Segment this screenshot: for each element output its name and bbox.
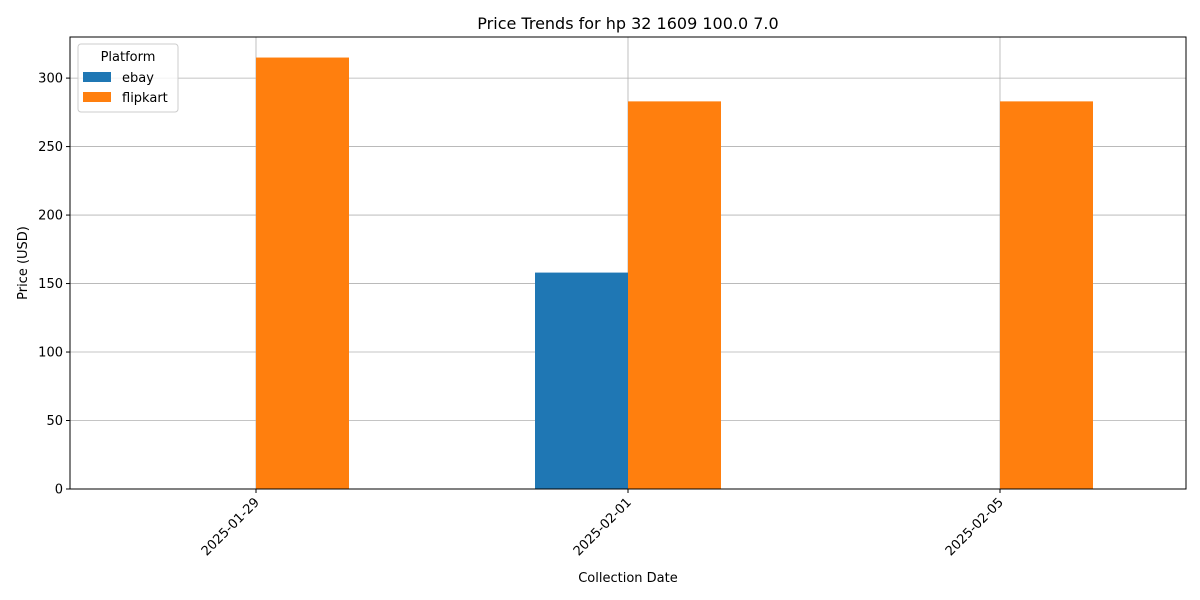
y-axis-label: Price (USD) — [16, 226, 31, 300]
legend-title: Platform — [101, 50, 156, 65]
y-tick-label: 150 — [38, 277, 63, 292]
legend-swatch-flipkart — [83, 92, 111, 102]
y-tick-label: 200 — [38, 209, 63, 224]
chart-title: Price Trends for hp 32 1609 100.0 7.0 — [477, 14, 778, 33]
axis-ticks: 0 50 100 150 200 250 300 2025-01-29 2025-02-01 20… — [38, 72, 1007, 560]
y-tick-label: 250 — [38, 140, 63, 155]
legend-label-flipkart: flipkart — [122, 91, 168, 106]
bar-flipkart — [628, 101, 721, 489]
bar-ebay — [535, 272, 628, 489]
legend: Platform ebay flipkart — [77, 43, 179, 113]
y-tick-label: 50 — [46, 414, 63, 429]
bar-flipkart — [256, 57, 349, 489]
x-tick-label: 2025-02-05 — [943, 495, 1007, 559]
legend-label-ebay: ebay — [122, 71, 154, 86]
y-tick-label: 100 — [38, 346, 63, 361]
bars — [256, 57, 1093, 489]
x-tick-label: 2025-02-01 — [571, 495, 635, 559]
legend-swatch-ebay — [83, 72, 111, 82]
x-axis-label: Collection Date — [578, 571, 678, 586]
y-tick-label: 300 — [38, 72, 63, 87]
bar-flipkart — [1000, 101, 1093, 489]
x-tick-label: 2025-01-29 — [199, 495, 263, 559]
y-tick-label: 0 — [55, 483, 63, 498]
